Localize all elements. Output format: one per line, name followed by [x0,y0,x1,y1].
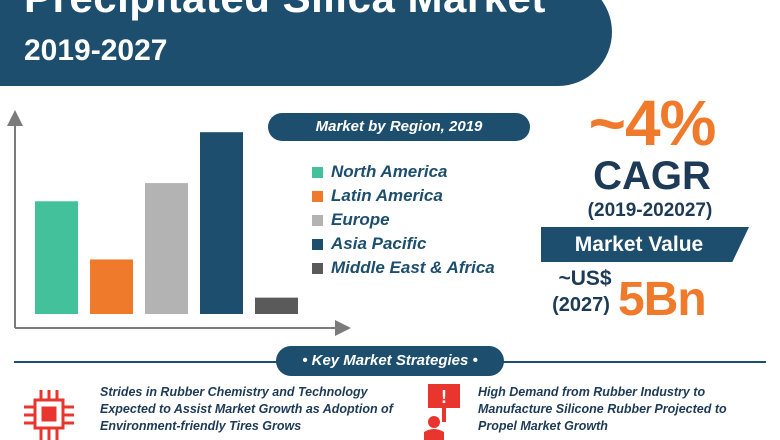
legend-label: Middle East & Africa [331,258,495,277]
cagr-label: CAGR [593,154,711,198]
page-subtitle: 2019-2027 [24,34,168,67]
legend-item: Europe [312,208,495,232]
legend-label: North America [331,162,448,181]
bar-middle-east-africa [255,297,298,314]
chart-legend: North America Latin America Europe Asia … [312,160,495,280]
legend-swatch [312,238,323,250]
legend-item: North America [312,160,495,184]
protest-sign-icon: ! [424,384,460,440]
market-value-label: Market Value [574,233,704,256]
bar-latin-america [90,259,133,314]
strategies-heading: • Key Market Strategies • [276,346,504,376]
legend-item: Middle East & Africa [312,256,495,280]
chip-icon [24,390,74,440]
legend-label: Europe [331,210,390,229]
legend-label: Latin America [331,186,443,205]
chart-title: Market by Region, 2019 [268,113,530,141]
cagr-value: ~4% [588,87,717,159]
legend-swatch [312,214,323,226]
bar-north-america [35,201,78,314]
market-value-banner [541,227,749,262]
strategy-text: Strides in Rubber Chemistry and Technolo… [100,385,393,433]
market-value-amount: 5Bn [618,273,707,326]
title-banner [0,0,612,86]
legend-label: Asia Pacific [331,234,427,253]
svg-text:!: ! [441,387,447,407]
legend-swatch [312,166,323,178]
page-title: Precipitated Silica Market [24,0,546,22]
cagr-period: (2019-202027) [587,200,713,221]
strategy-text: High Demand from Rubber Industry to Manu… [478,385,727,433]
legend-swatch [312,190,323,202]
legend-swatch [312,262,323,274]
bar-chart [7,110,351,336]
legend-item: Latin America [312,184,495,208]
legend-item: Asia Pacific [312,232,495,256]
market-value-year: (2027) [552,294,610,316]
market-value-currency: ~US$ [558,267,612,290]
bar-europe [145,183,188,314]
bar-asia-pacific [200,132,243,314]
